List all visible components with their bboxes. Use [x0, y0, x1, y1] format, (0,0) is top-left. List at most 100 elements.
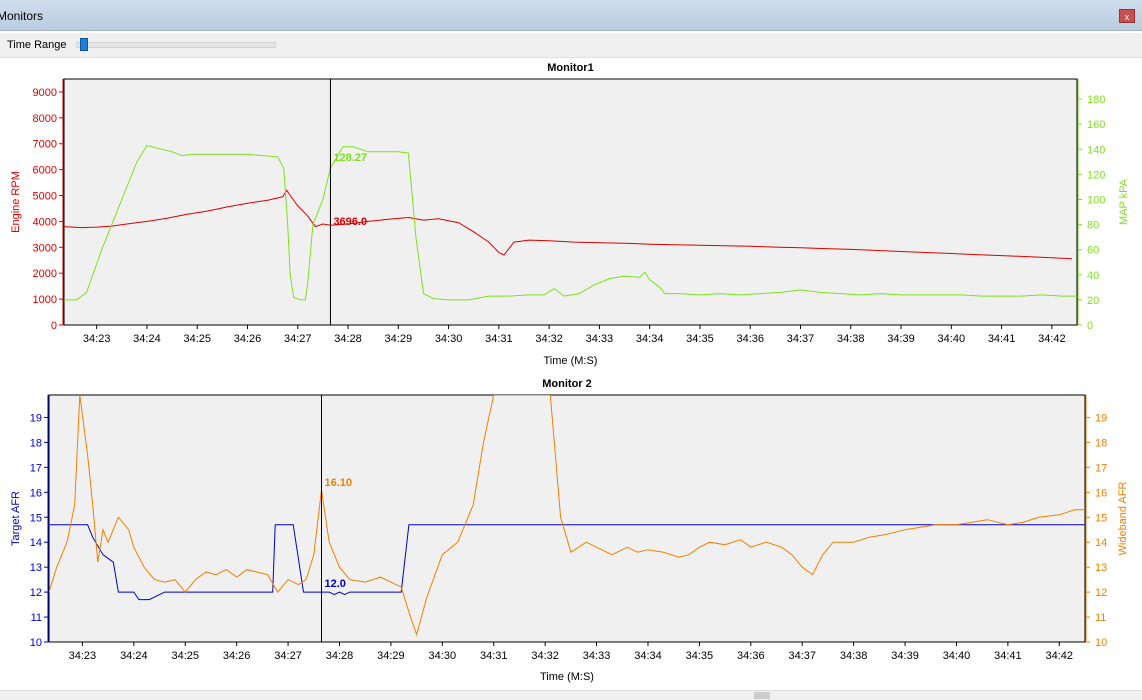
x-axis-tick-label: 34:24 — [120, 650, 148, 662]
x-axis-label: Time (M:S) — [544, 355, 598, 367]
left-axis-tick-label: 7000 — [33, 139, 57, 151]
x-axis-tick-label: 34:29 — [385, 333, 413, 345]
left-axis-tick-label: 6000 — [33, 165, 57, 177]
right-axis-tick-label: 0 — [1087, 320, 1093, 332]
x-axis-tick-label: 34:35 — [686, 650, 714, 662]
right-axis-tick-label: 19 — [1095, 412, 1107, 424]
right-axis-label: MAP kPA — [1118, 178, 1130, 225]
x-axis-tick-label: 34:34 — [636, 333, 664, 345]
close-button[interactable]: x — [1119, 9, 1135, 23]
left-axis-tick-label: 9000 — [33, 87, 57, 99]
left-axis-tick-label: 16 — [30, 487, 42, 499]
x-axis-tick-label: 34:39 — [891, 650, 919, 662]
scrollbar-thumb[interactable] — [754, 692, 770, 699]
series-line-target-afr — [49, 524, 1085, 601]
x-axis-tick-label: 34:25 — [171, 650, 199, 662]
cursor-value-label: 12.0 — [324, 578, 345, 590]
right-axis-tick-label: 15 — [1095, 512, 1107, 524]
plot-area — [48, 394, 1086, 643]
x-axis-tick-label: 34:41 — [988, 333, 1016, 345]
x-axis-tick-label: 34:40 — [938, 333, 966, 345]
left-axis-tick-label: 2000 — [33, 268, 57, 280]
right-axis-tick-label: 10 — [1095, 637, 1107, 649]
x-axis-tick-label: 34:38 — [840, 650, 868, 662]
right-axis-label: Wideband AFR — [1117, 481, 1129, 555]
x-axis-tick-label: 34:31 — [485, 333, 513, 345]
right-axis-tick-label: 13 — [1095, 562, 1107, 574]
x-axis-tick-label: 34:42 — [1038, 333, 1066, 345]
series-line-engine-rpm — [64, 189, 1073, 260]
right-axis-tick-label: 20 — [1087, 295, 1099, 307]
x-axis-tick-label: 34:27 — [274, 650, 302, 662]
x-axis-tick-label: 34:41 — [994, 650, 1022, 662]
left-axis-label: Engine RPM — [10, 171, 22, 233]
x-axis-tick-label: 34:24 — [133, 333, 161, 345]
cursor-value-label: 3696.0 — [333, 216, 367, 228]
x-axis-tick-label: 34:28 — [326, 650, 354, 662]
x-axis-tick-label: 34:37 — [788, 650, 816, 662]
left-axis-tick-label: 11 — [31, 612, 42, 624]
left-axis-tick-label: 14 — [30, 537, 42, 549]
right-axis-tick-label: 80 — [1087, 220, 1099, 232]
left-axis-tick-label: 3000 — [33, 242, 57, 254]
left-axis-tick-label: 17 — [30, 462, 42, 474]
monitor2-chart-svg: Monitor 2 10 11 12 13 14 15 16 17 18 19 Target AFR 1… — [10, 378, 1129, 683]
window-title: Monitors — [0, 9, 44, 23]
x-axis-tick-label: 34:31 — [480, 650, 508, 662]
left-axis-tick-label: 5000 — [33, 191, 57, 203]
right-axis-tick-label: 120 — [1087, 169, 1105, 181]
left-axis-tick-label: 0 — [51, 320, 57, 332]
x-axis-tick-label: 34:30 — [435, 333, 463, 345]
time-range-slider-thumb[interactable] — [79, 38, 88, 51]
x-axis-tick-label: 34:35 — [686, 333, 714, 345]
left-axis-tick-label: 15 — [30, 512, 42, 524]
right-axis-tick-label: 18 — [1095, 437, 1107, 449]
right-axis-tick-label: 12 — [1095, 587, 1107, 599]
monitor1-chart-svg: Monitor101000200030004000500060007000800… — [10, 62, 1130, 367]
right-axis-tick-label: 100 — [1087, 194, 1105, 206]
x-axis-tick-label: 34:23 — [83, 333, 111, 345]
x-axis-label: Time (M:S) — [540, 671, 594, 683]
monitor2-chart: Monitor 2 10 11 12 13 14 15 16 17 18 19 Target AFR 1… — [0, 373, 1142, 690]
x-axis-tick-label: 34:26 — [223, 650, 251, 662]
left-axis-tick-label: 8000 — [33, 113, 57, 125]
x-axis-tick-label: 34:26 — [234, 333, 262, 345]
horizontal-scrollbar[interactable] — [0, 690, 1142, 700]
x-axis-tick-label: 34:28 — [334, 333, 362, 345]
left-axis-tick-label: 4000 — [33, 216, 57, 228]
left-axis-tick-label: 18 — [30, 437, 42, 449]
left-axis-tick-label: 1000 — [33, 294, 57, 306]
x-axis-tick-label: 34:36 — [736, 333, 764, 345]
right-axis-tick-label: 11 — [1095, 612, 1106, 624]
cursor-value-label: 128.27 — [333, 152, 367, 164]
chart-title: Monitor1 — [547, 62, 593, 74]
x-axis-tick-label: 34:34 — [634, 650, 662, 662]
x-axis-tick-label: 34:42 — [1046, 650, 1074, 662]
right-axis-tick-label: 180 — [1087, 94, 1105, 106]
right-axis-tick-label: 40 — [1087, 270, 1099, 282]
x-axis-tick-label: 34:32 — [531, 650, 559, 662]
x-axis-tick-label: 34:33 — [586, 333, 614, 345]
chart-title: Monitor 2 — [542, 378, 592, 390]
x-axis-tick-label: 34:38 — [837, 333, 865, 345]
x-axis-tick-label: 34:39 — [887, 333, 915, 345]
x-axis-tick-label: 34:40 — [943, 650, 971, 662]
x-axis-tick-label: 34:32 — [535, 333, 563, 345]
monitor1-chart: Monitor1 0 1000 2000 3000 4000 5000 6000 7000 800… — [0, 58, 1142, 373]
x-axis-tick-label: 34:33 — [583, 650, 611, 662]
time-range-label: Time Range — [7, 39, 67, 51]
left-axis-label: Target AFR — [10, 491, 22, 546]
left-axis-tick-label: 19 — [30, 412, 42, 424]
series-line-wideband-afr — [49, 395, 1085, 637]
x-axis-tick-label: 34:27 — [284, 333, 312, 345]
toolbar: Time Range — [0, 33, 1142, 58]
time-range-slider[interactable] — [76, 42, 276, 48]
right-axis-tick-label: 60 — [1087, 245, 1099, 257]
x-axis-tick-label: 34:36 — [737, 650, 765, 662]
right-axis-tick-label: 160 — [1087, 119, 1105, 131]
cursor-value-label: 16.10 — [324, 477, 352, 489]
right-axis-tick-label: 140 — [1087, 144, 1105, 156]
left-axis-tick-label: 10 — [30, 637, 42, 649]
x-axis-tick-label: 34:25 — [183, 333, 211, 345]
right-axis-tick-label: 17 — [1095, 462, 1107, 474]
